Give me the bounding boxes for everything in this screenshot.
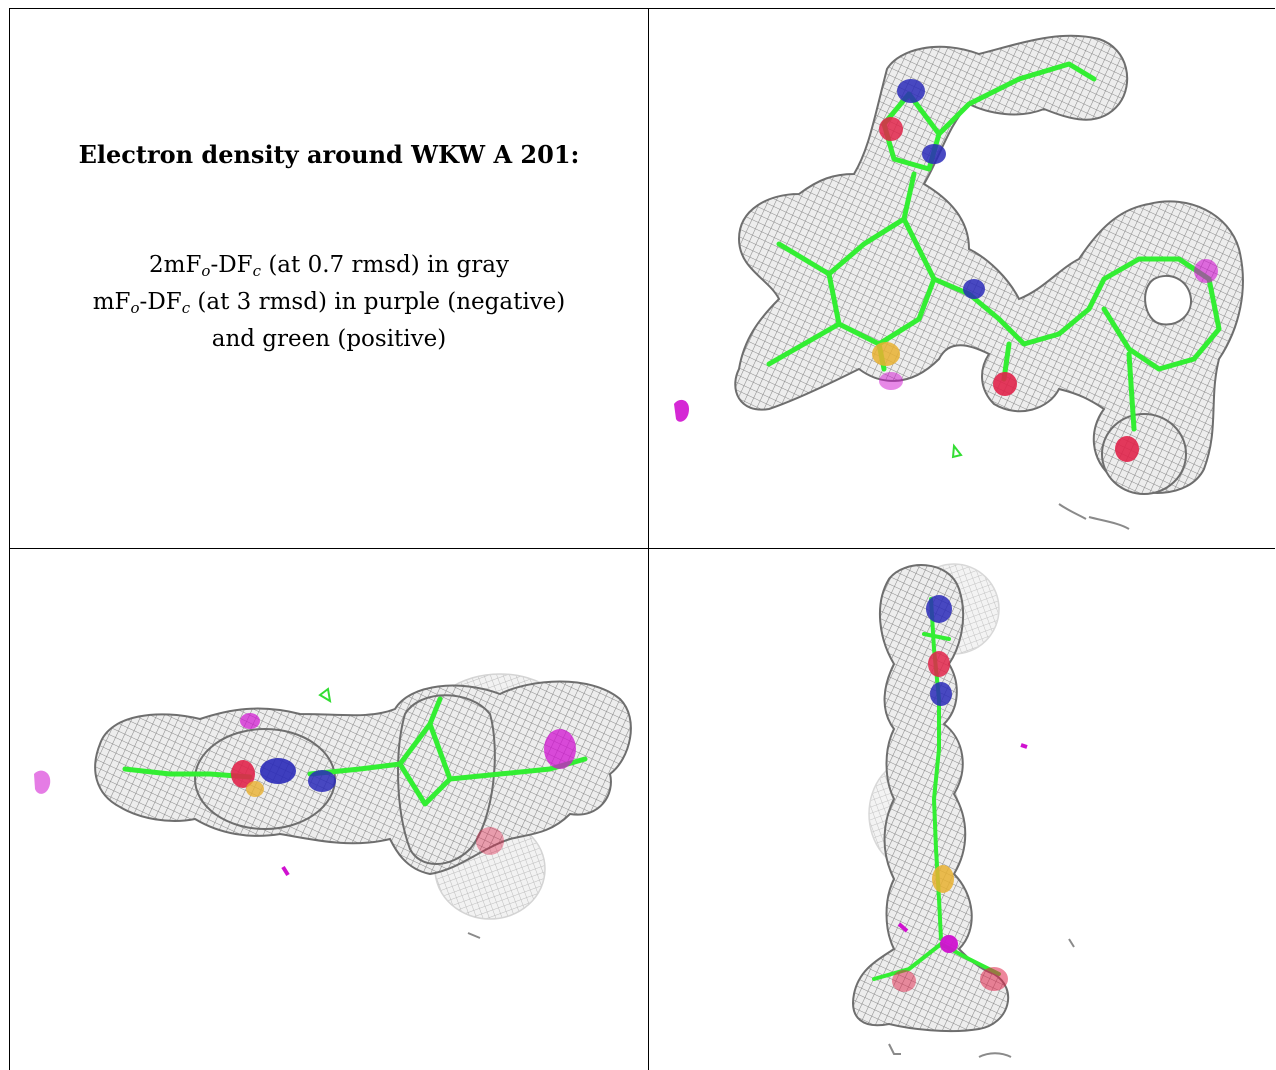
legend-line-1-lead: 2mF — [149, 252, 202, 278]
legend-line-1-mid: -DF — [210, 252, 253, 278]
mesh-envelope — [94, 680, 632, 876]
legend-text: 2mFo-DFc (at 0.7 rmsd) in gray mFo-DFc (… — [10, 247, 648, 358]
density-view-side — [10, 549, 648, 1070]
legend-line-1-tail: (at 0.7 rmsd) in gray — [261, 252, 509, 278]
density-view-top — [649, 9, 1275, 548]
density-image-top — [674, 34, 1244, 530]
legend-line-2-mid: -DF — [139, 289, 182, 315]
legend-line-1-sub2: c — [252, 262, 262, 280]
difference-density-blobs — [888, 743, 1075, 1058]
figure-table — [9, 8, 1275, 1070]
caption-cell: Electron density around WKW A 201: 2mFo-… — [10, 9, 648, 548]
difference-density-blobs — [674, 399, 1130, 530]
atom-blobs — [231, 713, 576, 855]
bond-sticks — [766, 61, 1222, 432]
table-divider-vertical — [648, 8, 649, 1070]
legend-line-1: 2mFo-DFc (at 0.7 rmsd) in gray — [10, 247, 648, 284]
atom-blobs — [872, 79, 1218, 462]
legend-line-1-sub1: o — [201, 262, 211, 280]
legend-line-3: and green (positive) — [211, 326, 447, 352]
difference-density-blobs — [34, 687, 481, 939]
density-image-end — [852, 563, 1075, 1058]
ring-hole — [1144, 274, 1193, 326]
table-divider-horizontal — [9, 548, 1275, 549]
legend-line-2: mFo-DFc (at 3 rmsd) in purple (negative) — [10, 284, 648, 321]
mesh-envelope — [852, 564, 1010, 1033]
legend-line-2-lead: mF — [92, 289, 131, 315]
density-view-end — [649, 549, 1275, 1070]
mesh-envelope — [734, 34, 1244, 495]
density-image-side — [34, 673, 632, 939]
figure-title: Electron density around WKW A 201: — [78, 140, 580, 169]
legend-line-2-sub1: o — [130, 299, 140, 317]
atom-blobs — [892, 595, 1008, 992]
legend-line-2-sub2: c — [181, 299, 191, 317]
legend-line-2-tail: (at 3 rmsd) in purple (negative) — [190, 289, 566, 315]
